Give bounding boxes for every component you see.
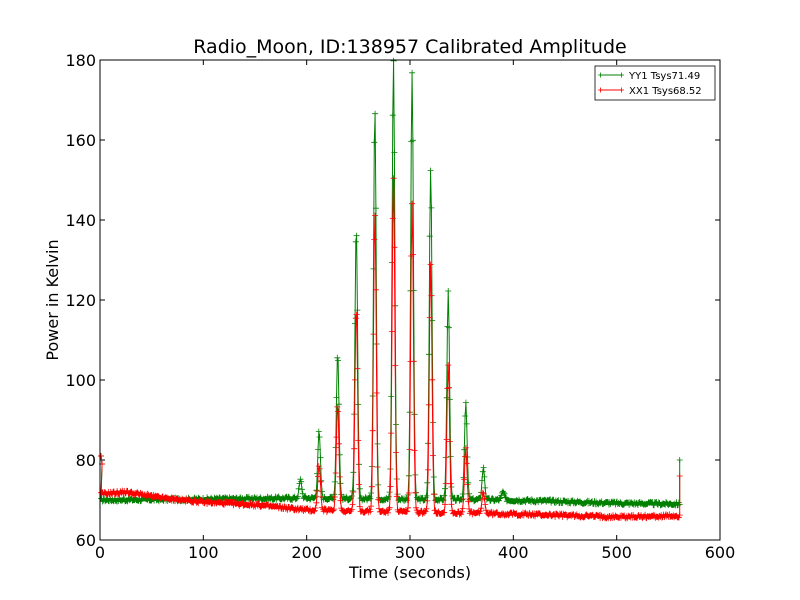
x-tick-label: 500	[601, 543, 632, 562]
x-tick-label: 200	[291, 543, 322, 562]
legend-box	[594, 65, 716, 101]
x-tick-label: 400	[498, 543, 529, 562]
chart-title: Radio_Moon, ID:138957 Calibrated Amplitu…	[193, 36, 626, 58]
legend-entry: XX1 Tsys68.52	[598, 86, 702, 97]
x-tick-label: 0	[95, 543, 105, 562]
legend: YY1 Tsys71.49 XX1 Tsys68.52	[594, 65, 716, 101]
legend-marker	[598, 72, 624, 78]
x-tick-label: 600	[705, 543, 736, 562]
series-xx1	[98, 175, 683, 522]
y-tick-label: 100	[65, 371, 96, 390]
legend-marker	[598, 87, 624, 93]
legend-label: XX1 Tsys68.52	[629, 86, 702, 97]
y-tick-label: 80	[76, 451, 96, 470]
y-tick-label: 120	[65, 291, 96, 310]
x-tick-label: 300	[395, 543, 426, 562]
legend-label: YY1 Tsys71.49	[628, 71, 700, 82]
y-tick-label: 160	[65, 131, 96, 150]
series-layer	[98, 57, 683, 522]
series-markers	[98, 175, 683, 522]
legend-entry: YY1 Tsys71.49	[598, 71, 700, 82]
y-tick-label: 60	[76, 531, 96, 550]
x-axis-label: Time (seconds)	[348, 563, 471, 582]
x-tick-label: 100	[188, 543, 219, 562]
y-tick-label: 140	[65, 211, 96, 230]
y-tick-label: 180	[65, 51, 96, 70]
plot-frame	[99, 59, 721, 541]
ticks-layer: 0 100 200 300 400 500 600 60 80 100 120 140 160 180	[65, 51, 735, 562]
y-axis-label: Power in Kelvin	[43, 239, 62, 360]
